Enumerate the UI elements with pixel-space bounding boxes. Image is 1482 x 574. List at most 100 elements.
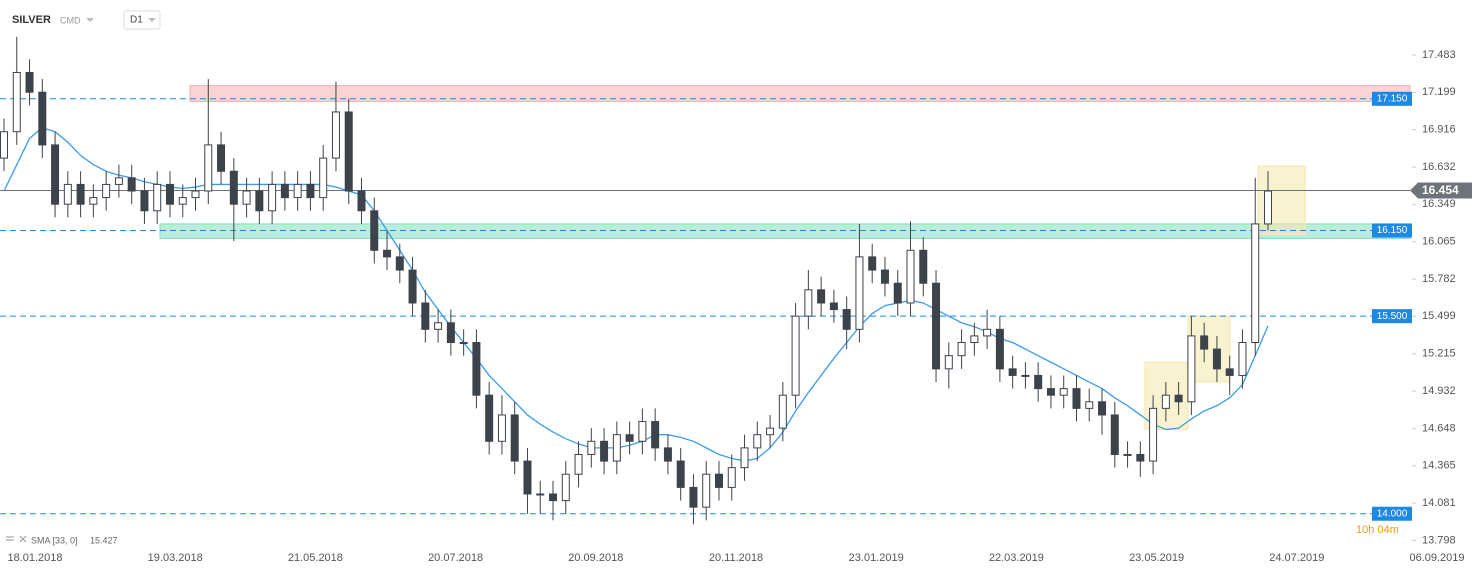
candle-body xyxy=(549,493,558,502)
candle-body xyxy=(1059,388,1068,396)
candle-body xyxy=(970,335,979,343)
candle-body xyxy=(1136,453,1145,462)
candle-body xyxy=(89,197,98,205)
candle-body xyxy=(204,144,213,192)
y-tick-label: 14.932 xyxy=(1422,385,1456,397)
candle-body xyxy=(587,440,596,455)
level-label: 15.500 xyxy=(1377,311,1408,322)
x-tick-label: 24.07.2019 xyxy=(1269,552,1324,564)
timeframe-caret[interactable] xyxy=(148,18,156,22)
candle-body xyxy=(395,256,404,271)
y-tick-label: 16.065 xyxy=(1422,236,1456,248)
candle-body xyxy=(817,289,826,304)
candle-body xyxy=(983,328,992,337)
y-tick-label: 15.782 xyxy=(1422,273,1456,285)
candle-body xyxy=(676,460,685,488)
sma-value: 15.427 xyxy=(90,535,118,545)
candle-body xyxy=(268,183,277,212)
candle-body xyxy=(663,447,672,462)
x-tick-label: 20.09.2018 xyxy=(568,552,623,564)
candle-body xyxy=(510,414,519,462)
level-label: 16.150 xyxy=(1377,225,1408,236)
timeframe[interactable]: D1 xyxy=(130,15,143,26)
candle-body xyxy=(855,256,864,330)
candle-body xyxy=(38,91,47,146)
candle-body xyxy=(919,249,928,284)
candle-body xyxy=(319,157,328,199)
candle-body xyxy=(0,131,8,159)
candle-body xyxy=(1085,401,1094,409)
candle-body xyxy=(446,322,455,344)
candle-body xyxy=(165,183,174,205)
candle-body xyxy=(1174,394,1183,403)
candle-body xyxy=(995,328,1004,370)
icon-close xyxy=(19,535,27,543)
candle-body xyxy=(459,342,468,344)
candle-body xyxy=(344,111,353,192)
candle-body xyxy=(357,190,366,212)
candle-body xyxy=(153,183,162,212)
candle-body xyxy=(1200,335,1209,350)
candle-body xyxy=(523,460,532,495)
candle-body xyxy=(421,302,430,330)
axis: 17.483 17.199 16.916 16.632 16.349 16.065 15.7… xyxy=(7,49,1464,564)
x-tick-label: 20.11.2018 xyxy=(709,552,763,564)
level-label-box xyxy=(1372,506,1412,521)
candle-body xyxy=(1008,368,1017,376)
candle-body xyxy=(893,282,902,304)
zone xyxy=(159,223,1411,240)
candle-body xyxy=(472,342,481,396)
y-tick-label: 14.081 xyxy=(1422,497,1456,509)
candle-body xyxy=(638,421,647,442)
labels: 17.150 16.150 15.500 14.000 16.454 xyxy=(1372,91,1472,521)
candle-body xyxy=(383,249,392,258)
plot xyxy=(0,36,1410,525)
symbol-caret[interactable] xyxy=(86,18,94,22)
indicator-icons[interactable] xyxy=(6,535,27,543)
timeframe-box[interactable] xyxy=(123,10,161,30)
candle-body xyxy=(1046,388,1055,396)
y-tick-label: 17.483 xyxy=(1422,49,1456,61)
candle-body xyxy=(689,486,698,508)
candle-body xyxy=(651,421,660,449)
candle-body xyxy=(1212,348,1221,370)
candle-body xyxy=(1161,394,1170,409)
candle-body xyxy=(1149,407,1158,462)
level-label-box xyxy=(1372,91,1412,106)
candle-body xyxy=(280,183,289,199)
candle-body xyxy=(255,190,264,212)
candle-body xyxy=(306,183,315,199)
level-label-box xyxy=(1372,223,1412,238)
candle-body xyxy=(497,414,506,442)
symbol[interactable]: SILVER xyxy=(12,14,51,26)
x-tick-label: 23.01.2019 xyxy=(849,552,904,564)
candle-body xyxy=(102,183,111,199)
level-label: 14.000 xyxy=(1377,508,1408,519)
y-tick-label: 13.798 xyxy=(1422,534,1456,546)
candle-body xyxy=(625,434,634,442)
level-label-box xyxy=(1372,309,1412,324)
candle-body xyxy=(561,473,570,502)
candle-body xyxy=(740,447,749,469)
candle-body xyxy=(1021,374,1030,377)
y-tick-label: 16.349 xyxy=(1422,198,1456,210)
candle-body xyxy=(1110,414,1119,455)
candle-body xyxy=(932,282,941,370)
sma-line xyxy=(3,127,1269,462)
y-tick-label: 17.199 xyxy=(1422,86,1456,98)
candle-body xyxy=(1264,190,1272,225)
market: CMD xyxy=(60,15,81,25)
candle-body xyxy=(829,302,838,311)
candle-body xyxy=(217,144,226,172)
candle-body xyxy=(140,190,149,212)
candle-body xyxy=(574,453,583,475)
candle-body xyxy=(612,434,621,462)
current-price-label: 16.454 xyxy=(1422,183,1459,197)
candle-body xyxy=(766,427,775,436)
x-tick-label: 18.01.2018 xyxy=(7,552,62,564)
candle-body xyxy=(127,177,136,192)
y-tick-label: 14.648 xyxy=(1422,422,1456,434)
candle-body xyxy=(1251,223,1260,343)
candle-body xyxy=(944,355,953,370)
